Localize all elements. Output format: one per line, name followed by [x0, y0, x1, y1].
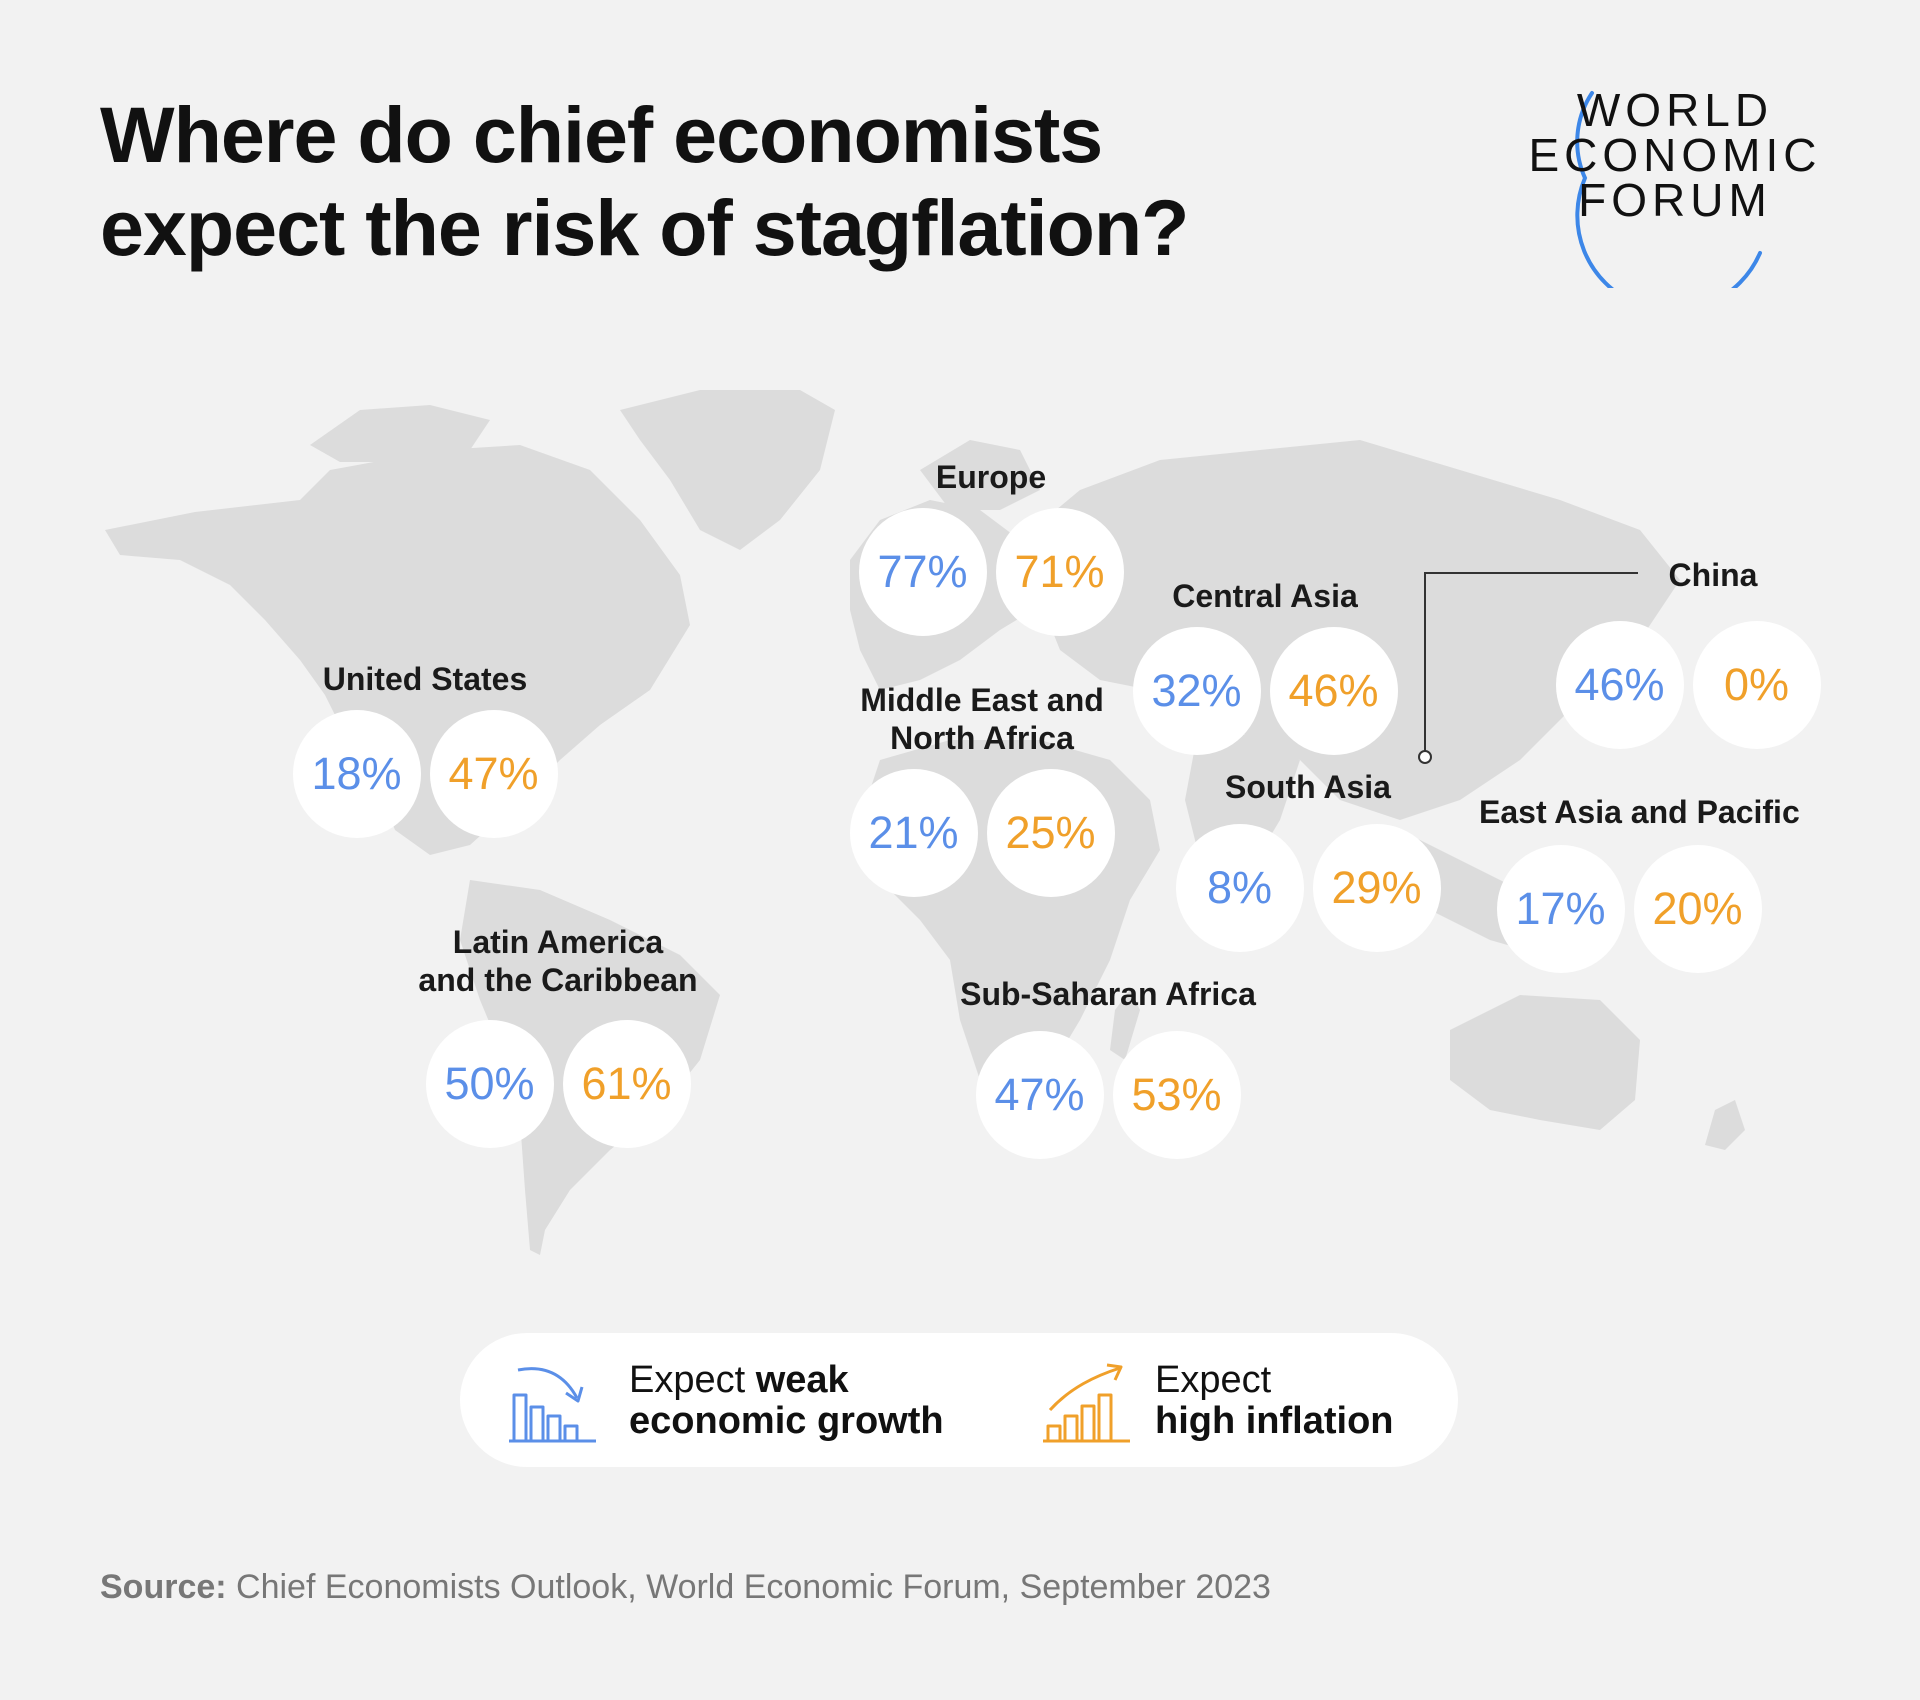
legend-growth-prefix: Expect [629, 1359, 756, 1401]
region-label: South Asia [1225, 769, 1391, 805]
madagascar-land [1110, 990, 1140, 1060]
region-label: Central Asia [1172, 578, 1358, 614]
high-inflation-value: 20% [1633, 845, 1762, 973]
new-zealand-land [1705, 1100, 1745, 1150]
legend-growth-bold: weak [755, 1359, 849, 1401]
weak-growth-value: 46% [1555, 621, 1684, 749]
legend: Expect weak economic growth Expect high … [460, 1333, 1458, 1467]
region-east-asia-pacific: East Asia and Pacific 17% 20% [1479, 793, 1800, 973]
arctic-islands-land [310, 405, 490, 462]
title-line-1: Where do chief economists [100, 90, 1103, 179]
legend-weak-growth-text: Expect weak economic growth [629, 1360, 944, 1442]
weak-growth-value: 77% [858, 508, 987, 636]
high-inflation-value: 53% [1112, 1031, 1241, 1159]
source-note: Source: Chief Economists Outlook, World … [100, 1568, 1271, 1607]
region-label-line-1: Latin America [452, 924, 664, 960]
region-label-line-1: Middle East and [860, 682, 1104, 718]
australia-land [1450, 995, 1640, 1130]
region-europe: Europe 77% 71% [841, 458, 1141, 636]
logo-line-2: ECONOMIC [1528, 129, 1822, 181]
region-china: China 46% 0% [1538, 556, 1838, 749]
region-united-states: United States 18% 47% [275, 660, 575, 838]
chart-title: Where do chief economists expect the ris… [100, 88, 1189, 274]
weak-growth-value: 8% [1175, 824, 1304, 952]
region-sub-saharan-africa: Sub-Saharan Africa 47% 53% [958, 975, 1258, 1159]
weak-growth-value: 47% [975, 1031, 1104, 1159]
greenland-land [620, 390, 835, 550]
high-inflation-value: 61% [562, 1020, 691, 1148]
region-label: Europe [935, 459, 1047, 495]
region-label: United States [322, 661, 528, 697]
legend-high-inflation-text: Expect high inflation [1155, 1360, 1394, 1442]
region-label: Latin America and the Caribbean [408, 923, 708, 999]
high-inflation-value: 71% [995, 508, 1124, 636]
falling-bar-chart-icon [509, 1367, 596, 1443]
high-inflation-value: 0% [1692, 621, 1821, 749]
weak-growth-value: 50% [425, 1020, 554, 1148]
region-label-line-2: North Africa [890, 720, 1074, 756]
region-south-asia: South Asia 8% 29% [1158, 768, 1458, 952]
region-latin-america-caribbean: Latin America and the Caribbean 50% 61% [408, 923, 708, 1148]
region-label: Middle East and North Africa [832, 681, 1132, 757]
scandinavia-land [920, 440, 1040, 510]
region-label: East Asia and Pacific [1479, 794, 1800, 830]
source-label: Source: [100, 1568, 227, 1606]
high-inflation-value: 46% [1269, 627, 1398, 755]
legend-growth-line-2: economic growth [629, 1400, 944, 1442]
high-inflation-value: 47% [429, 710, 558, 838]
weak-growth-value: 21% [849, 769, 978, 897]
high-inflation-value: 29% [1312, 824, 1441, 952]
region-label: Sub-Saharan Africa [960, 976, 1256, 1012]
weak-growth-value: 32% [1132, 627, 1261, 755]
rising-bar-chart-icon [1043, 1363, 1130, 1443]
high-inflation-value: 25% [986, 769, 1115, 897]
title-line-2: expect the risk of stagflation? [100, 183, 1189, 272]
region-label: China [1668, 557, 1758, 593]
weak-growth-value: 17% [1496, 845, 1625, 973]
logo-line-3: FORUM [1578, 174, 1772, 226]
region-middle-east-north-africa: Middle East and North Africa 21% 25% [832, 681, 1132, 897]
region-label-line-2: and the Caribbean [418, 962, 698, 998]
source-text: Chief Economists Outlook, World Economic… [226, 1568, 1271, 1606]
wef-logo: WORLD ECONOMIC FORUM [1510, 84, 1840, 288]
china-callout-line [1418, 572, 1638, 764]
legend-inflation-line-2: high inflation [1155, 1400, 1394, 1442]
legend-inflation-line-1: Expect [1155, 1359, 1272, 1401]
logo-line-1: WORLD [1576, 84, 1774, 136]
weak-growth-value: 18% [292, 710, 421, 838]
region-central-asia: Central Asia 32% 46% [1115, 577, 1415, 755]
logo-arc-icon [1575, 91, 1762, 288]
logo-wordmark: WORLD ECONOMIC FORUM [1510, 84, 1840, 226]
